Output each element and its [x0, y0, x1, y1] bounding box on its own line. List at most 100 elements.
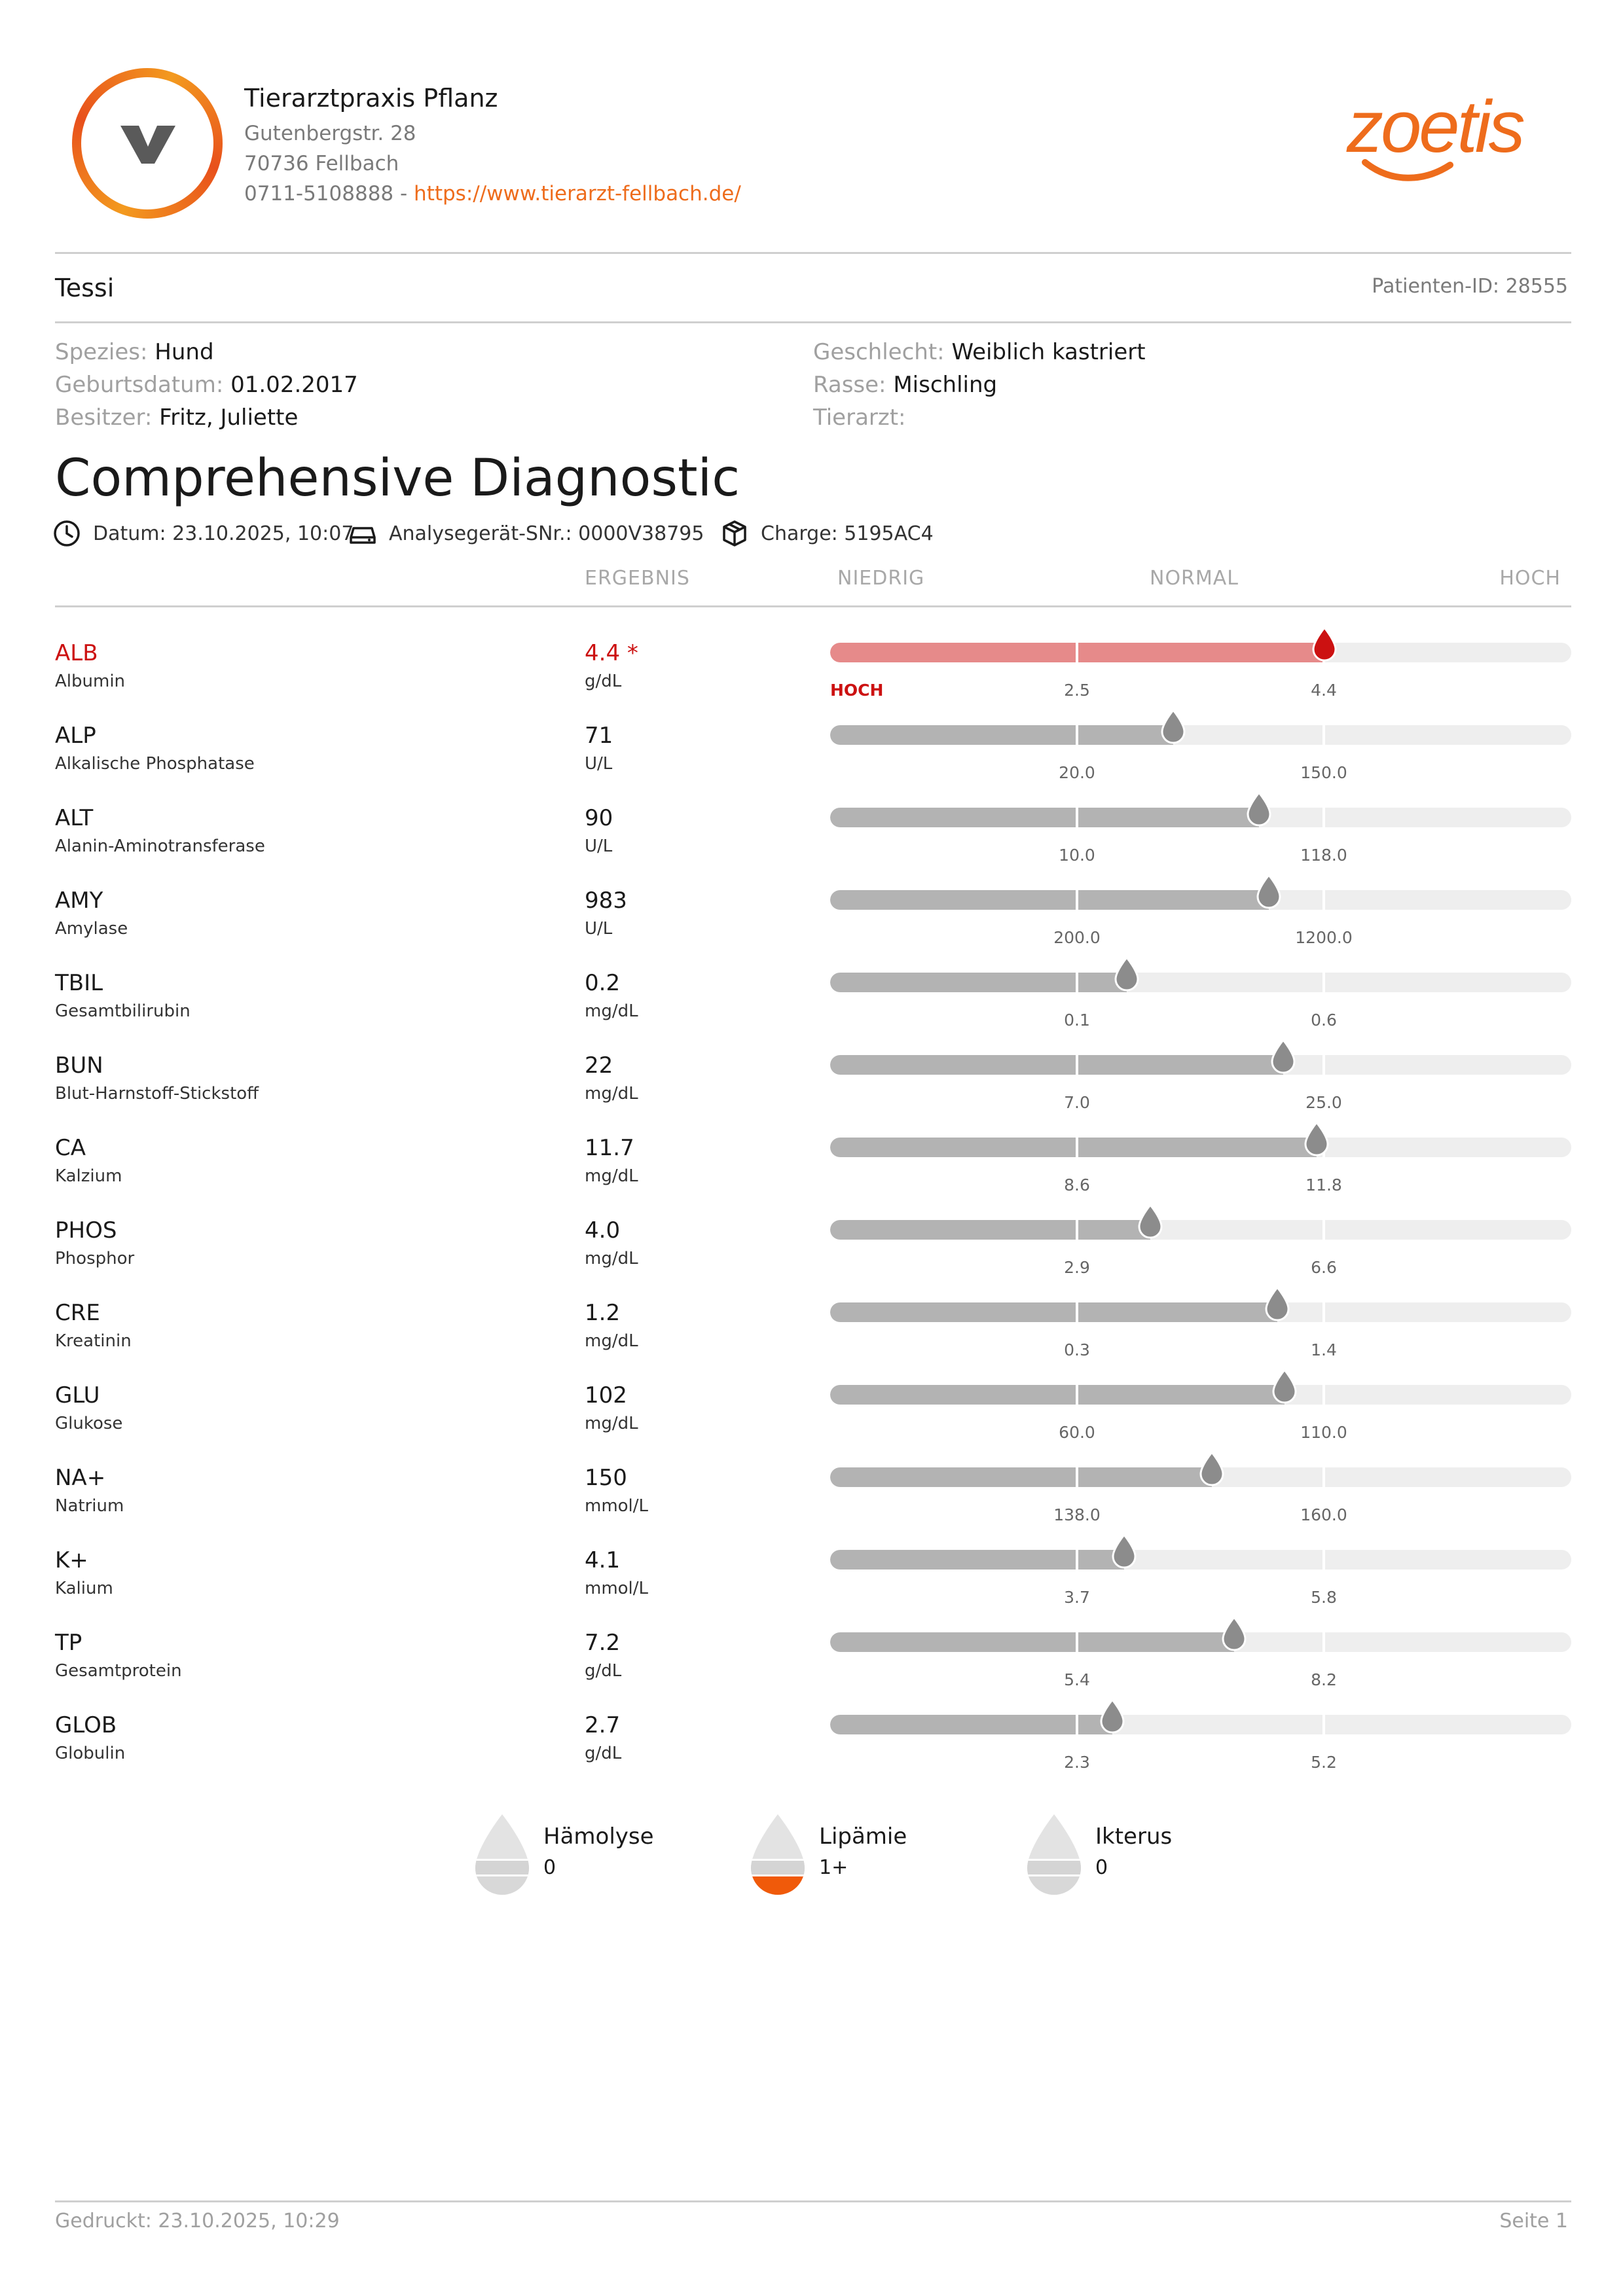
analyte-code: CA: [55, 1135, 86, 1161]
analyte-value: 102: [585, 1382, 627, 1408]
column-header-high: HOCH: [1499, 567, 1561, 590]
breed-field: Rasse: Mischling: [813, 372, 997, 398]
analyte-unit: g/dL: [585, 672, 621, 691]
analyte-unit: mg/dL: [585, 1414, 638, 1433]
low-limit-tick: [1076, 725, 1078, 745]
reference-range-bar: [830, 1302, 1571, 1322]
range-high-label: 0.6: [1311, 1011, 1337, 1030]
low-limit-tick: [1076, 1055, 1078, 1075]
analyte-value: 4.1: [585, 1547, 620, 1573]
reference-range-bar: [830, 1385, 1571, 1405]
high-limit-tick: [1322, 1055, 1325, 1075]
zoetis-logo-text: zoetis: [1346, 92, 1524, 168]
analyte-code: CRE: [55, 1300, 100, 1326]
result-row: TP Gesamtprotein 7.2 g/dL 5.4 8.2: [0, 1630, 1623, 1712]
index-name: Hämolyse: [543, 1823, 654, 1850]
divider: [55, 252, 1571, 254]
range-bar-fill: [830, 808, 1259, 827]
range-low-label: 8.6: [1064, 1175, 1090, 1194]
result-marker-drop-icon: [1310, 626, 1339, 662]
high-limit-tick: [1322, 1385, 1325, 1405]
analyte-name: Alkalische Phosphatase: [55, 754, 255, 774]
result-row: GLU Glukose 102 mg/dL 60.0 110.0: [0, 1382, 1623, 1465]
analyte-value: 11.7: [585, 1135, 634, 1161]
range-bar-fill: [830, 1550, 1124, 1570]
range-high-label: 160.0: [1300, 1505, 1347, 1524]
range-high-label: 25.0: [1305, 1093, 1342, 1112]
range-bar-fill: [830, 1632, 1234, 1652]
column-header-normal: NORMAL: [1150, 567, 1239, 590]
analyte-code: TP: [55, 1630, 82, 1656]
analyte-name: Phosphor: [55, 1249, 134, 1268]
analyte-value: 983: [585, 888, 627, 914]
box-icon: [720, 519, 749, 548]
range-low-label: 7.0: [1064, 1093, 1090, 1112]
low-limit-tick: [1076, 1550, 1078, 1570]
analyte-value: 150: [585, 1465, 627, 1491]
range-high-label: 118.0: [1300, 846, 1347, 865]
result-row: BUN Blut-Harnstoff-Stickstoff 22 mg/dL 7…: [0, 1052, 1623, 1135]
analyte-code: K+: [55, 1547, 88, 1573]
result-row: ALP Alkalische Phosphatase 71 U/L 20.0 1…: [0, 723, 1623, 805]
analyte-value: 22: [585, 1052, 613, 1079]
range-bar-fill: [830, 1138, 1317, 1157]
range-high-label: 1200.0: [1295, 928, 1352, 947]
analyte-name: Globulin: [55, 1744, 125, 1763]
range-high-label: 8.2: [1311, 1670, 1337, 1689]
range-high-label: 5.2: [1311, 1753, 1337, 1772]
reference-range-bar: [830, 1138, 1571, 1157]
result-marker-drop-icon: [1220, 1615, 1249, 1652]
analyte-name: Kalzium: [55, 1166, 122, 1186]
range-high-label: 11.8: [1305, 1175, 1342, 1194]
result-row: CRE Kreatinin 1.2 mg/dL 0.3 1.4: [0, 1300, 1623, 1382]
result-marker-drop-icon: [1110, 1533, 1139, 1570]
result-marker-drop-icon: [1159, 708, 1188, 745]
low-limit-tick: [1076, 973, 1078, 992]
low-limit-tick: [1076, 890, 1078, 910]
range-high-label: 5.8: [1311, 1588, 1337, 1607]
analyte-value: 90: [585, 805, 613, 831]
analyte-name: Alanin-Aminotransferase: [55, 836, 265, 856]
clinic-street: Gutenbergstr. 28: [244, 122, 416, 145]
analyte-unit: mmol/L: [585, 1496, 648, 1516]
low-limit-tick: [1076, 1467, 1078, 1487]
clinic-contact: 0711-5108888 - https://www.tierarzt-fell…: [244, 182, 741, 206]
result-marker-drop-icon: [1197, 1450, 1226, 1487]
result-marker-drop-icon: [1245, 791, 1273, 827]
high-limit-tick: [1322, 725, 1325, 745]
range-low-label: 2.9: [1064, 1258, 1090, 1277]
analyte-name: Glukose: [55, 1414, 122, 1433]
sex-field: Geschlecht: Weiblich kastriert: [813, 339, 1146, 365]
low-limit-tick: [1076, 643, 1078, 662]
report-analyzer: Analysegerät-SNr.: 0000V38795: [348, 519, 704, 548]
result-flag: HOCH: [830, 681, 883, 700]
range-bar-fill: [830, 1467, 1212, 1487]
analyte-unit: mg/dL: [585, 1166, 638, 1186]
patient-name: Tessi: [55, 274, 114, 302]
reference-range-bar: [830, 890, 1571, 910]
analyte-code: AMY: [55, 888, 103, 914]
analyte-name: Natrium: [55, 1496, 124, 1516]
low-limit-tick: [1076, 1302, 1078, 1322]
low-limit-tick: [1076, 1715, 1078, 1734]
clinic-phone: 0711-5108888 -: [244, 182, 414, 206]
range-low-label: 138.0: [1053, 1505, 1101, 1524]
high-limit-tick: [1322, 973, 1325, 992]
reference-range-bar: [830, 1220, 1571, 1240]
range-low-label: 0.3: [1064, 1340, 1090, 1359]
index-drop-icon: [473, 1812, 532, 1895]
index-drop-icon: [1025, 1812, 1084, 1895]
birthdate-field: Geburtsdatum: 01.02.2017: [55, 372, 358, 398]
report-batch: Charge: 5195AC4: [720, 519, 934, 548]
analyte-code: TBIL: [55, 970, 103, 996]
high-limit-tick: [1322, 890, 1325, 910]
range-low-label: 200.0: [1053, 928, 1101, 947]
species-field: Spezies: Hund: [55, 339, 214, 365]
result-marker-drop-icon: [1098, 1698, 1127, 1734]
result-marker-drop-icon: [1270, 1368, 1299, 1405]
range-bar-fill: [830, 973, 1127, 992]
clinic-website-link[interactable]: https://www.tierarzt-fellbach.de/: [414, 182, 741, 206]
analyte-value: 4.0: [585, 1217, 620, 1244]
reference-range-bar: [830, 808, 1571, 827]
range-high-label: 110.0: [1300, 1423, 1347, 1442]
